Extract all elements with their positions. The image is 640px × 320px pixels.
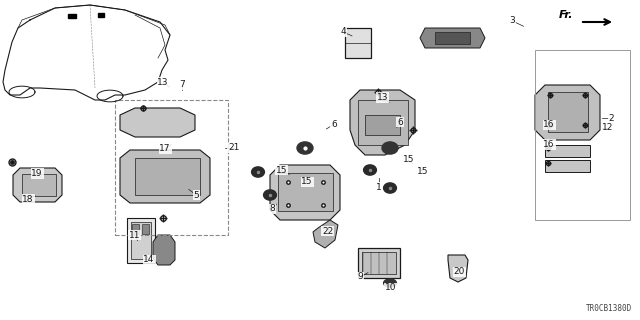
Bar xyxy=(135,158,200,195)
Polygon shape xyxy=(420,28,485,48)
Bar xyxy=(98,13,104,17)
Text: 15: 15 xyxy=(301,177,313,186)
Bar xyxy=(127,218,155,263)
Text: 12: 12 xyxy=(602,124,614,132)
Text: 8: 8 xyxy=(270,204,275,213)
Bar xyxy=(132,224,139,234)
Text: 18: 18 xyxy=(22,195,34,204)
Ellipse shape xyxy=(382,142,398,154)
Text: 15: 15 xyxy=(403,156,414,164)
Polygon shape xyxy=(270,165,340,220)
Ellipse shape xyxy=(252,167,264,177)
Text: 22: 22 xyxy=(322,227,333,236)
Ellipse shape xyxy=(364,165,376,175)
Polygon shape xyxy=(120,108,195,137)
Text: 14: 14 xyxy=(143,255,155,264)
Text: 1: 1 xyxy=(376,183,381,192)
Text: 7: 7 xyxy=(179,80,184,89)
Text: 11: 11 xyxy=(129,231,140,240)
Bar xyxy=(142,224,149,234)
Text: 20: 20 xyxy=(454,268,465,276)
Text: 21: 21 xyxy=(228,143,239,152)
Text: 19: 19 xyxy=(31,169,43,178)
Ellipse shape xyxy=(383,183,396,193)
Bar xyxy=(68,14,76,18)
Bar xyxy=(131,222,151,259)
Text: 16: 16 xyxy=(543,120,555,129)
Text: 2: 2 xyxy=(609,114,614,123)
Text: 6: 6 xyxy=(397,118,403,127)
Text: 10: 10 xyxy=(385,284,396,292)
Text: TR0CB1380D: TR0CB1380D xyxy=(586,304,632,313)
Polygon shape xyxy=(448,255,468,282)
Text: 15: 15 xyxy=(417,167,428,176)
Polygon shape xyxy=(350,90,415,155)
Bar xyxy=(365,115,400,135)
Text: 13: 13 xyxy=(377,93,388,102)
Ellipse shape xyxy=(383,279,396,287)
Ellipse shape xyxy=(264,190,276,200)
Text: 15: 15 xyxy=(276,166,287,175)
Text: 4: 4 xyxy=(340,28,346,36)
Bar xyxy=(358,248,400,278)
Polygon shape xyxy=(313,220,338,248)
Bar xyxy=(278,173,333,211)
Bar xyxy=(345,28,371,58)
Polygon shape xyxy=(120,150,210,203)
Polygon shape xyxy=(13,168,62,202)
Text: 16: 16 xyxy=(543,140,555,149)
Bar xyxy=(358,100,408,145)
Text: 6: 6 xyxy=(332,120,337,129)
Bar xyxy=(535,50,630,220)
Bar xyxy=(435,32,470,44)
Text: 3: 3 xyxy=(509,16,515,25)
Polygon shape xyxy=(153,235,175,265)
Ellipse shape xyxy=(297,142,313,154)
Text: 9: 9 xyxy=(358,272,363,281)
Text: 17: 17 xyxy=(159,144,171,153)
Bar xyxy=(22,174,56,196)
Text: Fr.: Fr. xyxy=(559,10,573,20)
Text: 13: 13 xyxy=(157,78,169,87)
Bar xyxy=(115,100,228,235)
Bar xyxy=(545,160,590,172)
Polygon shape xyxy=(535,85,600,140)
Text: 5: 5 xyxy=(194,191,199,200)
Bar xyxy=(548,92,588,132)
Bar xyxy=(362,252,396,274)
Bar xyxy=(545,145,590,157)
